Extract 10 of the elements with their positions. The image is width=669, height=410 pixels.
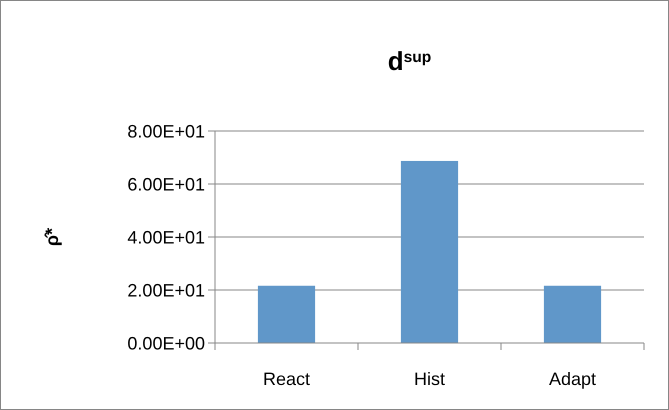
chart-title: d$^{sup}$ <box>388 46 432 76</box>
y-axis-title: ρ̂* <box>42 228 62 246</box>
x-tick-label: Adapt <box>548 369 596 389</box>
y-tick-label: 6.00E+01 <box>127 174 205 194</box>
x-tick-label: Hist <box>414 369 445 389</box>
y-tick-label: 8.00E+01 <box>127 121 205 142</box>
x-tick-label: React <box>262 369 310 389</box>
y-tick-label: 4.00E+01 <box>127 227 205 248</box>
y-tick-label: 0.00E+00 <box>127 333 205 354</box>
y-tick-label: 2.00E+01 <box>127 280 205 300</box>
